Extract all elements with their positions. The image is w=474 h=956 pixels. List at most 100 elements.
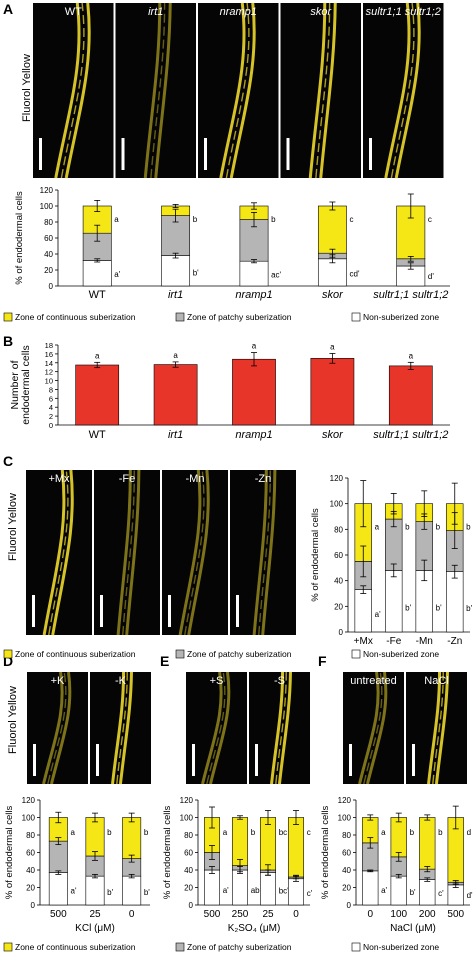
micrograph-a-2-scale-bar: [204, 138, 207, 170]
chart-e-label-total: b: [251, 828, 256, 837]
micrograph-a-4-root-cells: [390, 2, 415, 179]
chart-a-label-total: a: [114, 215, 119, 224]
chart-b-letter-label: a: [252, 342, 257, 351]
chart-e-category-label: 250: [232, 909, 249, 920]
chart-c-y-tick-label: 80: [334, 525, 343, 534]
micrograph-d-1-root-edge: [111, 671, 126, 785]
chart-c-label-non: b': [436, 603, 442, 612]
chart-d-bar-2-2: [122, 817, 142, 859]
chart-f-label-non: a': [381, 886, 387, 895]
chart-d-y-tick-label: 0: [31, 901, 36, 910]
micrograph-e-0-root-cells: [206, 671, 226, 785]
chart-c-category-label: -Zn: [447, 636, 462, 647]
chart-a-bar-2-0: [239, 260, 269, 287]
micrograph-e-0-root-edge: [201, 671, 223, 785]
micrograph-c-2-root-edge: [178, 469, 202, 636]
micrograph-c-2-root-cells: [184, 469, 205, 636]
chart-c-y-tick-label: 40: [334, 577, 343, 586]
chart-b-y-label: Number ofendodermal cells: [9, 345, 32, 424]
chart-e-y-tick-label: 20: [184, 884, 193, 893]
micrograph-e-0: +S: [186, 671, 247, 785]
chart-d-bar-1-0: [85, 875, 105, 906]
legend-a-label: Zone of continuous suberization: [15, 312, 136, 322]
chart-d-category-label: 25: [89, 909, 101, 920]
micrograph-e-1-scale-bar: [255, 744, 258, 776]
chart-d-y-tick-label: 60: [26, 849, 35, 858]
micrograph-a-1-root-edge: [143, 2, 162, 179]
micrograph-d-0-root-cells: [47, 671, 67, 785]
chart-b-y-tick-label: 12: [45, 368, 53, 377]
chart-c-label-non: b': [466, 604, 472, 613]
chart-a-y-tick-label: 80: [44, 218, 53, 227]
micrograph-c-0-scale-bar: [32, 595, 35, 627]
chart-e-category-label: 0: [293, 909, 299, 920]
micrograph-f-0-root-cells: [363, 671, 383, 785]
micrograph-a-3-scale-bar: [286, 138, 290, 170]
chart-b-bar-1: [153, 364, 198, 426]
chart-d-y-tick-label: 80: [26, 831, 35, 840]
chart-e-label-total: bc: [279, 828, 287, 837]
chart-e-label-non: ab': [251, 886, 262, 895]
chart-b-y-tick-label: 14: [45, 359, 53, 368]
micrograph-a-4-label: sultr1;1 sultr1;2: [366, 6, 441, 18]
chart-a-category-label: irt1: [168, 289, 183, 301]
chart-f-label-total: d: [467, 828, 471, 837]
micrograph-e-0-scale-bar: [192, 744, 195, 776]
micrograph-a-4-scale-bar: [369, 138, 372, 170]
chart-d-label-non: b': [107, 888, 113, 897]
chart-e: 0 20 40 60 80 100 120 % of endodermal cells a a' 5…: [162, 796, 313, 934]
chart-a-y-label: % of endodermal cells: [14, 191, 25, 285]
chart-b-letter-label: a: [95, 351, 100, 360]
micrograph-a-0: WT: [33, 2, 114, 179]
micrograph-e-1: -S: [249, 671, 310, 785]
micrograph-c-2-label: -Mn: [186, 473, 205, 485]
micrograph-d-1-root-edge: [118, 671, 133, 785]
chart-a-category-label: skor: [322, 289, 344, 301]
micrograph-c-1: -Fe: [94, 469, 160, 636]
chart-d-bar-0-0: [48, 872, 68, 906]
micrograph-a-2-root-cells: [225, 2, 250, 179]
chart-c-y-tick-label: 0: [339, 628, 344, 637]
chart-e-x-label: K₂SO₄ (μM): [228, 923, 281, 934]
chart-a-bar-3-0: [317, 258, 347, 287]
chart-a-bar-1-0: [161, 255, 191, 287]
micrograph-c-3-label: -Zn: [255, 473, 272, 485]
legend-a-swatch: [3, 312, 13, 322]
chart-c-y-tick-label: 20: [334, 602, 343, 611]
micrograph-a-2-root-edge: [229, 2, 256, 179]
chart-c-category-label: -Fe: [386, 636, 401, 647]
chart-a-y-tick-label: 20: [44, 266, 53, 275]
chart-d-bar-2-0: [122, 875, 142, 906]
chart-e-y-tick-label: 80: [184, 831, 193, 840]
micrograph-a-3-label: skor: [310, 6, 332, 18]
micrograph-a-1-label: irt1: [148, 6, 163, 18]
chart-f-y-tick-label: 20: [342, 884, 351, 893]
micrograph-c-3-root-edge: [261, 469, 277, 636]
chart-e-y-tick-label: 40: [184, 866, 193, 875]
chart-e-bar-2-2: [259, 817, 276, 871]
chart-e-label-non: a': [223, 886, 229, 895]
micrograph-d-0-label: +K: [51, 675, 65, 687]
chart-c-label-total: b: [466, 522, 471, 531]
chart-d-y-tick-label: 20: [26, 884, 35, 893]
chart-d-label-total: b: [107, 828, 112, 837]
chart-b-y-tick-label: 8: [49, 385, 53, 394]
chart-f-y-label: % of endodermal cells: [320, 806, 331, 900]
chart-a-category-label: sultr1;1 sultr1;2: [373, 289, 448, 301]
panel-letter-d: D: [3, 653, 13, 669]
chart-c-category-label: +Mx: [354, 636, 373, 647]
micrograph-c-1-label: -Fe: [119, 473, 136, 485]
micrograph-e-0-root-edge: [208, 671, 231, 785]
micrograph-c-1-root-edge: [125, 469, 141, 636]
legend-c-swatch: [3, 649, 13, 659]
chart-c-category-label: -Mn: [416, 636, 433, 647]
micrograph-d-1-scale-bar: [96, 744, 99, 776]
legend-bottom-label: Non-suberized zone: [363, 942, 439, 952]
chart-e-category-label: 500: [204, 909, 221, 920]
chart-c: 0 20 40 60 80 100 120 % of endodermal cells a a' +…: [310, 474, 473, 647]
micrograph-d-0-root-edge: [49, 671, 72, 785]
chart-f-bar-2-0: [419, 879, 436, 906]
micrographs: WT irt1 nramp1 skor sultr1;1 sultr1;2 +Mx -Fe -…: [26, 2, 467, 785]
